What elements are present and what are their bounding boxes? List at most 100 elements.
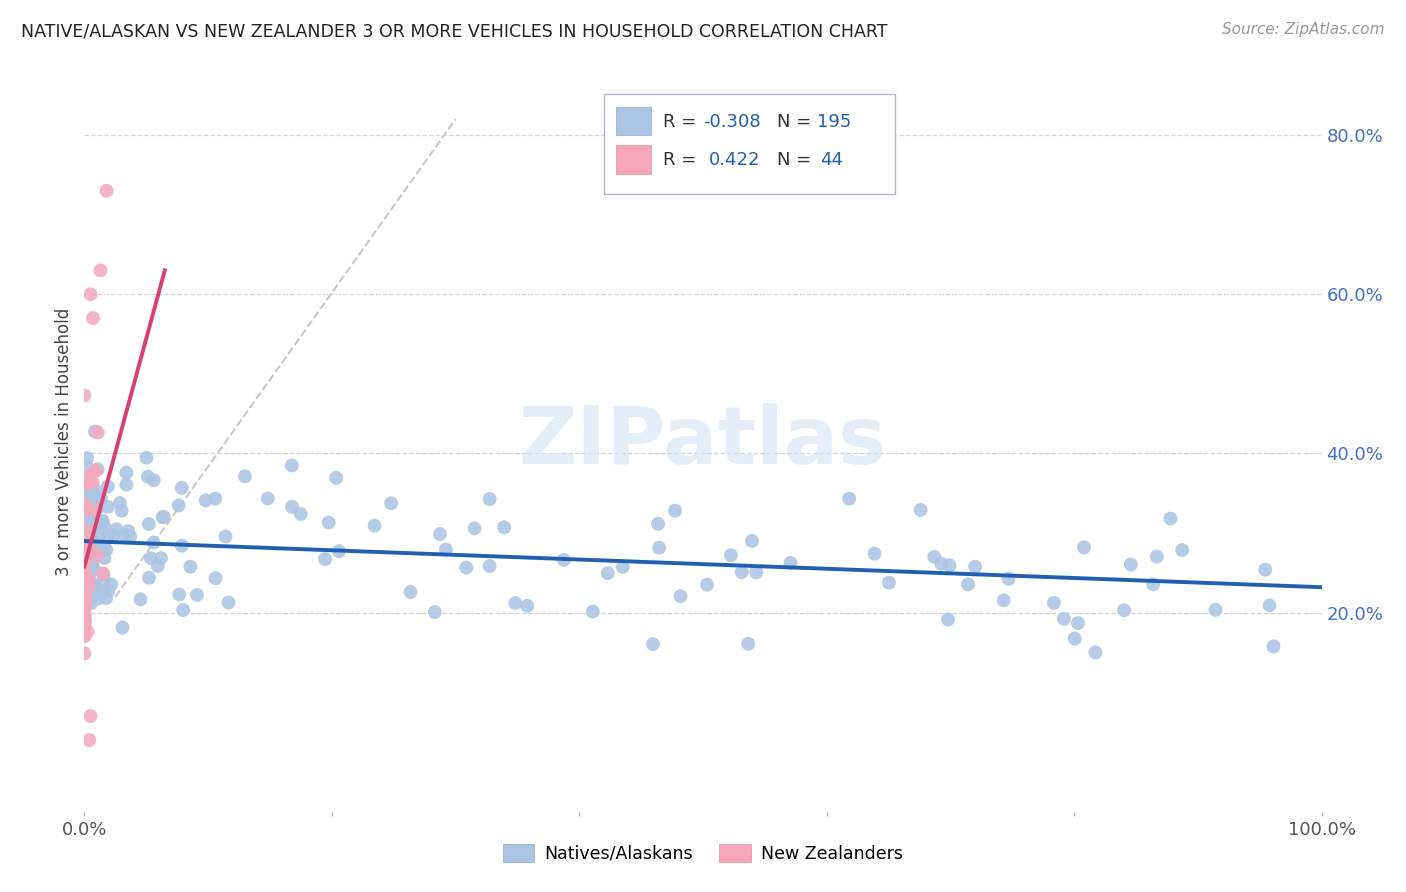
Point: [73, 616, 96, 631]
Point: [77, 521, 100, 535]
Point: [80, 492, 103, 507]
Point: [73, 554, 96, 568]
Point: [76, 524, 98, 538]
Point: [108, 496, 131, 510]
Point: [73, 601, 96, 615]
Point: [399, 585, 422, 599]
Point: [328, 544, 350, 558]
Point: [179, 559, 201, 574]
Point: [91, 566, 114, 581]
Point: [73, 598, 96, 612]
Legend: Natives/Alaskans, New Zealanders: Natives/Alaskans, New Zealanders: [496, 837, 910, 870]
Point: [73, 597, 96, 611]
Text: N =: N =: [778, 152, 817, 169]
Point: [86, 501, 108, 516]
Point: [93, 540, 115, 554]
Point: [204, 571, 226, 585]
Point: [84, 579, 107, 593]
Point: [83, 523, 105, 537]
Point: [73, 615, 96, 629]
Point: [664, 503, 686, 517]
Point: [1043, 596, 1066, 610]
Point: [82, 311, 104, 326]
Text: R =: R =: [664, 112, 703, 131]
Point: [993, 593, 1015, 607]
Text: 44: 44: [821, 152, 844, 169]
FancyBboxPatch shape: [616, 107, 651, 135]
Point: [117, 524, 139, 538]
Point: [80, 556, 103, 570]
Point: [138, 516, 160, 531]
Point: [73, 533, 96, 547]
Point: [318, 516, 340, 530]
Point: [80, 575, 103, 590]
Point: [80, 596, 103, 610]
Point: [146, 559, 169, 574]
Point: [167, 587, 190, 601]
Point: [73, 541, 96, 556]
Point: [779, 556, 801, 570]
Point: [1053, 612, 1076, 626]
Point: [77, 580, 100, 594]
Point: [76, 624, 98, 639]
Point: [84, 464, 107, 478]
Point: [73, 612, 96, 626]
Point: [82, 558, 104, 572]
Point: [73, 558, 96, 573]
Point: [76, 451, 98, 466]
Text: 195: 195: [817, 112, 851, 131]
Point: [1142, 577, 1164, 591]
Point: [75, 569, 97, 583]
Point: [745, 566, 768, 580]
Point: [83, 506, 105, 520]
Point: [494, 520, 516, 534]
Point: [79, 566, 101, 580]
Point: [997, 572, 1019, 586]
Point: [429, 527, 451, 541]
Point: [73, 647, 96, 661]
Point: [94, 521, 117, 535]
Point: [965, 559, 987, 574]
Point: [79, 532, 101, 546]
Point: [596, 566, 619, 580]
Point: [73, 601, 96, 615]
Point: [73, 509, 96, 524]
Point: [93, 551, 115, 566]
Point: [233, 469, 256, 483]
Text: -0.308: -0.308: [703, 112, 761, 131]
Point: [77, 493, 100, 508]
Point: [114, 528, 136, 542]
Point: [75, 512, 97, 526]
Point: [79, 553, 101, 567]
Point: [186, 588, 208, 602]
Y-axis label: 3 or more Vehicles in Household: 3 or more Vehicles in Household: [55, 308, 73, 575]
Point: [80, 484, 103, 499]
Point: [86, 462, 108, 476]
Point: [76, 573, 98, 587]
Point: [96, 184, 118, 198]
Point: [87, 544, 110, 558]
Point: [423, 605, 446, 619]
Point: [152, 510, 174, 524]
Point: [79, 542, 101, 557]
Point: [138, 571, 160, 585]
Point: [290, 507, 312, 521]
Point: [910, 503, 932, 517]
Point: [281, 458, 304, 473]
Point: [91, 567, 114, 582]
Point: [73, 577, 96, 591]
Point: [136, 469, 159, 483]
Point: [73, 388, 96, 402]
Point: [73, 548, 96, 562]
Point: [87, 591, 110, 606]
Point: [1114, 603, 1136, 617]
Point: [80, 556, 103, 570]
Point: [1119, 558, 1142, 572]
Point: [553, 553, 575, 567]
Point: [434, 542, 457, 557]
Point: [73, 590, 96, 604]
Point: [77, 573, 100, 587]
Point: [115, 477, 138, 491]
Point: [142, 473, 165, 487]
Point: [214, 529, 236, 543]
